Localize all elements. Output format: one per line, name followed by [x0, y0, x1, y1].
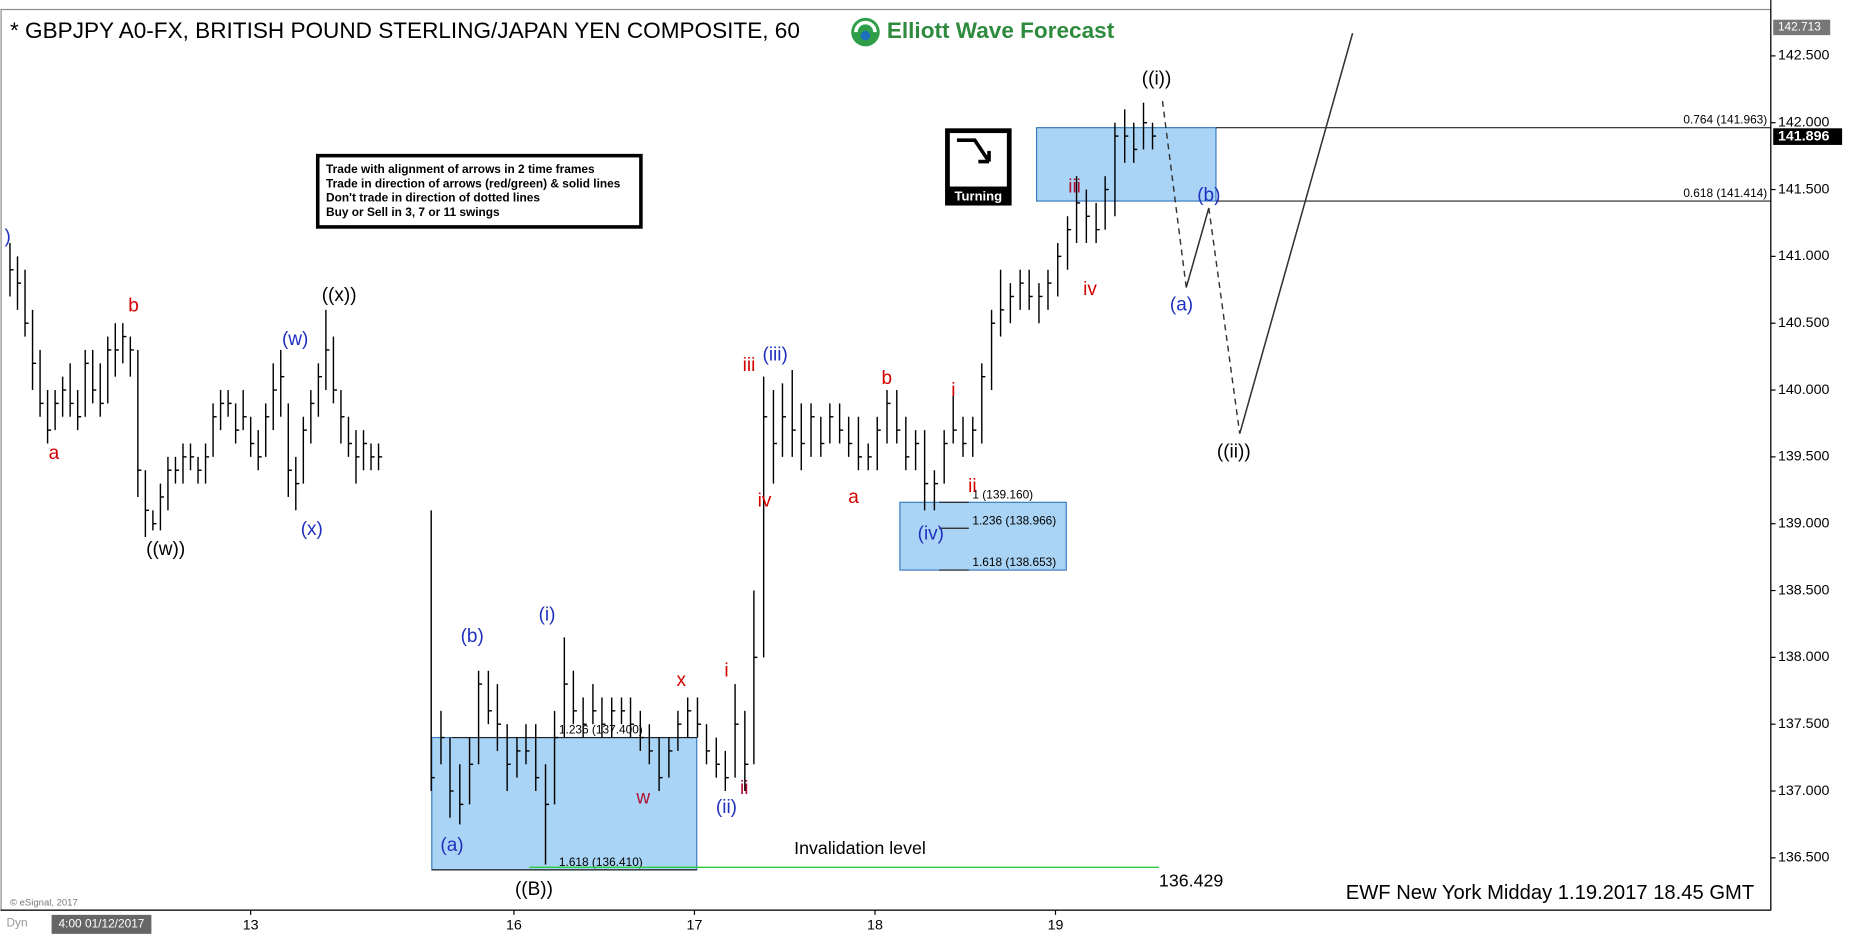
x-tick-label: 19 [1048, 917, 1064, 933]
y-tick-label: 141.000 [1778, 248, 1830, 264]
turning-icon: Turning [945, 128, 1012, 206]
wave-label: (iv) [918, 524, 944, 545]
wave-label: iv [1083, 279, 1097, 300]
projection-solid [1185, 33, 1354, 434]
wave-label: ((w)) [146, 539, 185, 560]
wave-label: (a) [1170, 294, 1193, 315]
x-tick-label: 18 [867, 917, 883, 933]
y-tick-label: 142.000 [1778, 114, 1830, 130]
fib-label: 1.236 (137.400) [559, 723, 643, 737]
logo-dot [860, 30, 871, 41]
chart-title: * GBPJPY A0-FX, BRITISH POUND STERLING/J… [10, 18, 800, 43]
x-tick-label: 17 [687, 917, 703, 933]
x-tick-label: 16 [506, 917, 522, 933]
y-tick-label: 137.500 [1778, 716, 1830, 732]
turning-arrow [956, 138, 991, 164]
price-bars [9, 102, 1157, 865]
wave-label: (b) [1197, 185, 1220, 206]
fib-label: 1 (139.160) [972, 487, 1033, 501]
fib-label: 0.618 (141.414) [1683, 186, 1767, 200]
wave-label: (a) [440, 835, 463, 856]
zones: 0.764 (141.963) 0.618 (141.414) 1 (139.160… [431, 113, 1771, 890]
y-tick-label: 140.500 [1778, 315, 1830, 331]
invalidation-value: 136.429 [1159, 870, 1223, 890]
fib-label: 0.764 (141.963) [1683, 113, 1767, 127]
wave-label: iii [743, 355, 756, 376]
top-price-box [1773, 19, 1831, 36]
fib-label: 1.618 (136.410) [559, 855, 643, 869]
y-tick-label: 140.000 [1778, 382, 1830, 398]
rule: Trade with alignment of arrows in 2 time… [326, 162, 595, 176]
footer-stamp: EWF New York Midday 1.19.2017 18.45 GMT [1346, 882, 1754, 904]
wave-label: (ii) [716, 797, 737, 818]
turning-label: Turning [955, 189, 1003, 204]
y-tick-label: 136.500 [1778, 850, 1830, 866]
start-time-box [51, 914, 152, 934]
wave-label: ((x)) [322, 285, 357, 306]
start-time: 4:00 01/12/2017 [59, 917, 145, 931]
dyn-label: Dyn [6, 915, 27, 929]
wave-label: ((B)) [515, 879, 553, 900]
y-tick-label: 139.000 [1778, 515, 1830, 531]
y-tick-label: 138.500 [1778, 582, 1830, 598]
copyright: © eSignal, 2017 [10, 897, 78, 908]
wave-label: w [635, 787, 650, 808]
projection-dotted [1161, 100, 1241, 434]
wave-label: ((ii)) [1217, 442, 1251, 463]
wave-label: iii [1068, 177, 1081, 198]
target-zone [899, 501, 1067, 571]
y-tick-label: 142.500 [1778, 48, 1830, 64]
last-price-label: 141.896 [1778, 128, 1830, 144]
wave-label: b [128, 296, 139, 317]
last-price-box [1773, 128, 1843, 145]
x-tick-label: 13 [243, 917, 259, 933]
rules-box: Trade with alignment of arrows in 2 time… [315, 153, 643, 229]
target-zone [1035, 127, 1217, 202]
invalidation-label: Invalidation level [794, 838, 926, 858]
wave-label: iv [758, 490, 772, 511]
wave-label: ) [4, 227, 10, 248]
wave-label: b [882, 368, 893, 389]
wave-label: (iii) [763, 344, 788, 365]
wave-label: i [951, 380, 955, 401]
target-zone [431, 736, 698, 871]
rule: Trade in direction of arrows (red/green)… [326, 176, 621, 190]
fib-label: 1.236 (138.966) [972, 513, 1056, 527]
wave-label: (w) [282, 329, 308, 350]
wave-label: a [848, 487, 859, 508]
wave-label: ((i)) [1142, 69, 1172, 90]
y-tick-label: 137.000 [1778, 783, 1830, 799]
wave-label: ii [968, 476, 976, 497]
wave-label: (b) [461, 626, 484, 647]
wave-label: x [677, 670, 687, 691]
rule: Don't trade in direction of dotted lines [326, 191, 540, 205]
logo: Elliott Wave Forecast [851, 17, 1115, 47]
wave-label: (i) [539, 604, 556, 625]
wave-label: (x) [301, 519, 323, 540]
logo-swoosh [854, 20, 877, 33]
wave-label: a [49, 443, 60, 464]
wave-label: ii [740, 778, 748, 799]
y-tick-label: 141.500 [1778, 181, 1830, 197]
y-tick-label: 138.000 [1778, 649, 1830, 665]
top-price-label: 142.713 [1778, 20, 1821, 34]
rules-frame [315, 153, 643, 229]
wave-labels: abiiiivxwiiiabiiiiiiiv)(w)(x)(a)(b)(i)(i… [4, 69, 1250, 900]
y-tick-label: 139.500 [1778, 449, 1830, 465]
logo-text: Elliott Wave Forecast [887, 18, 1115, 43]
wave-label: i [724, 660, 728, 681]
fib-label: 1.618 (138.653) [972, 555, 1056, 569]
rule: Buy or Sell in 3, 7 or 11 swings [326, 205, 500, 219]
